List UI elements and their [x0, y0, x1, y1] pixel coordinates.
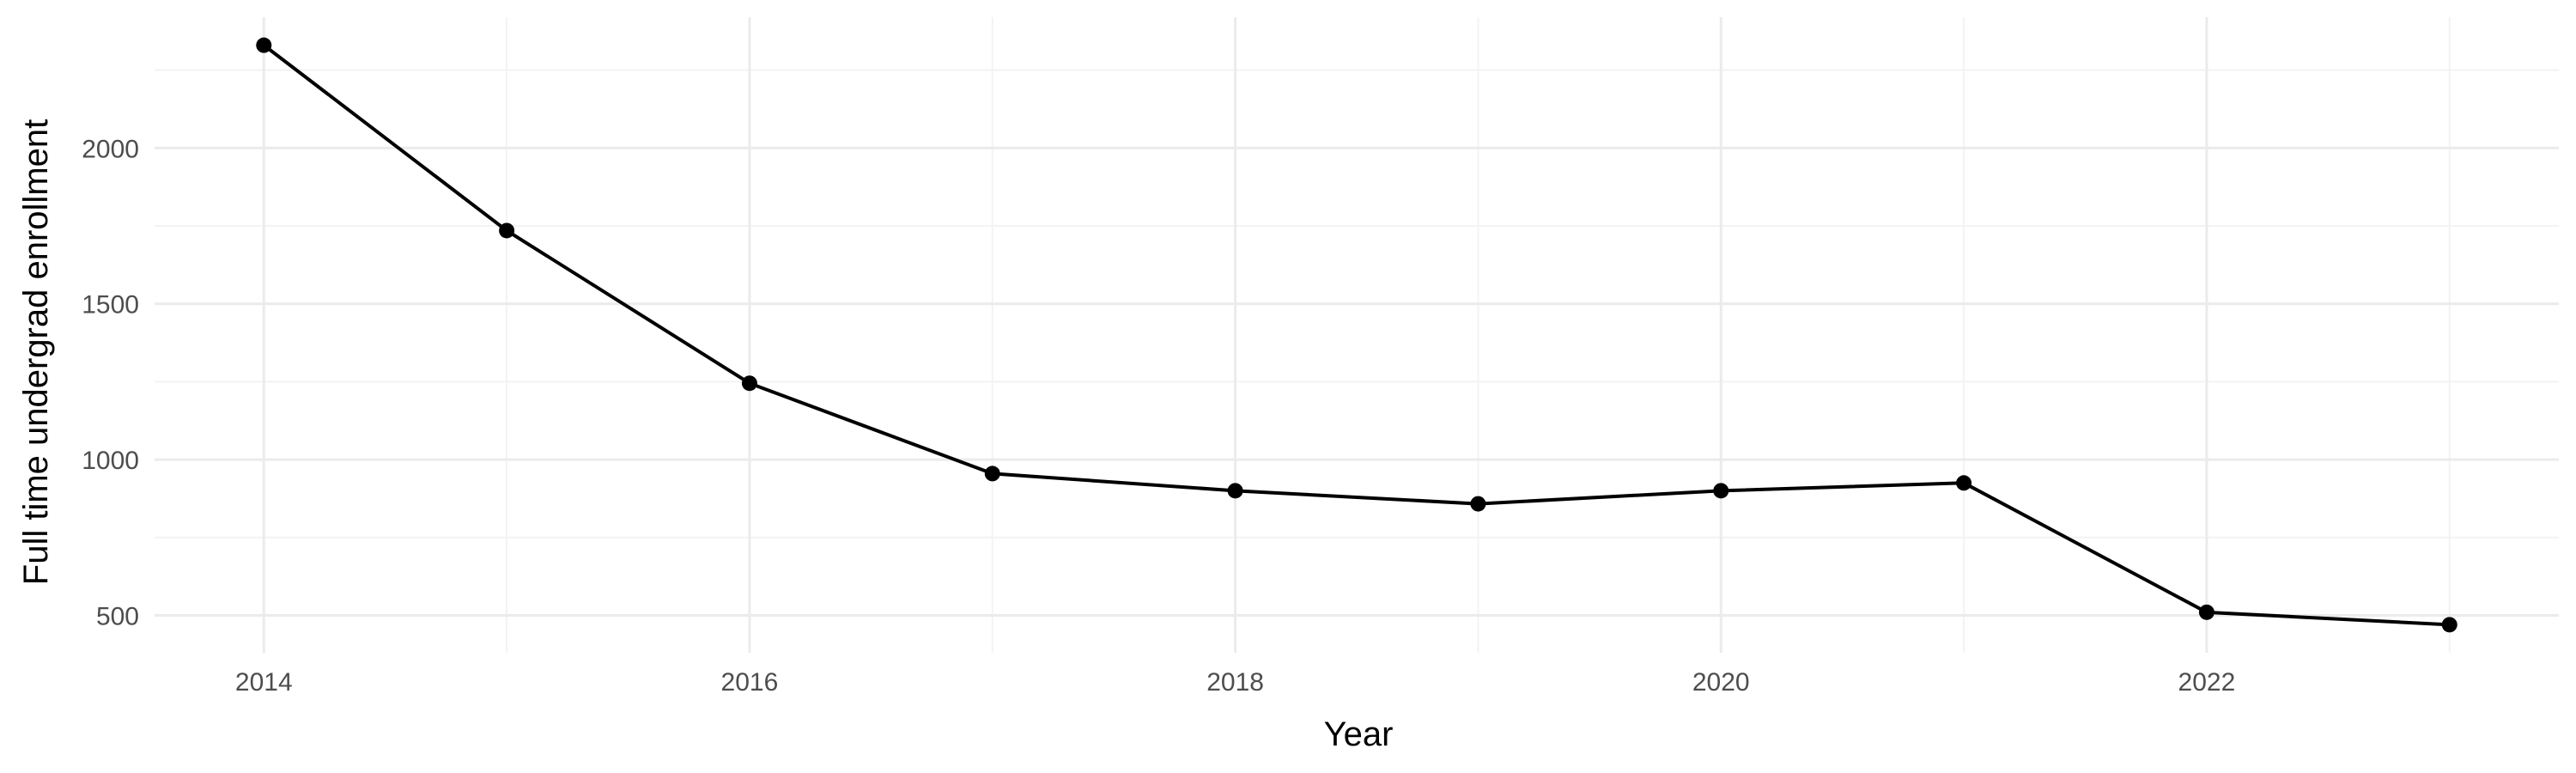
y-tick-label: 1000	[82, 447, 139, 475]
data-point-2017	[984, 466, 1000, 482]
data-point-2019	[1470, 496, 1486, 512]
x-axis-title: Year	[1324, 715, 1394, 753]
x-tick-label: 2016	[721, 668, 779, 697]
y-axis-title: Full time undergrad enrollment	[17, 119, 55, 585]
data-point-2022	[2198, 604, 2215, 620]
series-layer	[263, 44, 2450, 627]
data-point-2018	[1227, 483, 1243, 499]
data-point-2021	[1956, 475, 1972, 491]
data-point-2015	[499, 222, 515, 239]
points-layer	[256, 37, 2458, 633]
x-tick-labels: 2014 2016 2018 2020 2022	[235, 668, 2235, 697]
data-point-2023	[2441, 617, 2458, 633]
y-tick-label: 2000	[82, 135, 139, 163]
data-point-2016	[741, 375, 757, 392]
y-tick-label: 1500	[82, 291, 139, 320]
y-tick-label: 500	[96, 602, 139, 630]
minor-gridlines	[155, 17, 2559, 653]
x-tick-label: 2018	[1206, 668, 1264, 697]
series-line	[263, 44, 2450, 627]
x-tick-label: 2020	[1692, 668, 1750, 697]
x-tick-label: 2014	[235, 668, 293, 697]
x-tick-label: 2022	[2178, 668, 2236, 697]
data-point-2020	[1713, 483, 1729, 499]
y-tick-labels: 500 1000 1500 2000	[82, 135, 139, 630]
data-point-2014	[256, 37, 272, 53]
major-gridlines	[155, 17, 2559, 653]
